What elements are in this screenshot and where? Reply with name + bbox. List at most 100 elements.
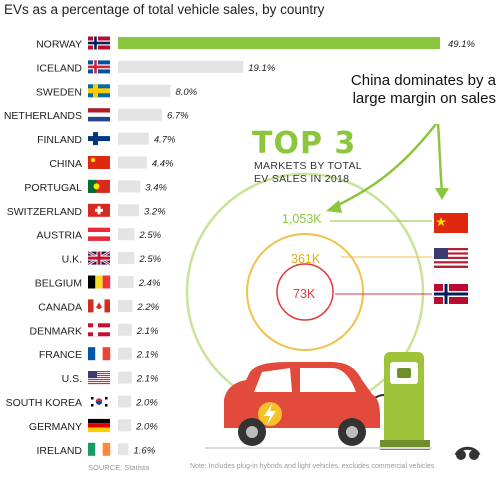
- category-label: U.S.: [62, 373, 82, 385]
- flag-denmark-icon: [88, 323, 110, 337]
- bar: [118, 371, 132, 384]
- top3-subtitle: MARKETS BY TOTAL EV SALES IN 2018: [254, 160, 362, 186]
- bar: [118, 180, 141, 193]
- value-label: 2.0%: [135, 421, 158, 432]
- top3-subtitle-line2: EV SALES IN 2018: [254, 173, 350, 185]
- bar: [118, 443, 129, 456]
- flag-china-icon: [88, 156, 110, 169]
- footer-source: SOURCE: Statista: [88, 463, 150, 472]
- bar-row: FRANCE 2.1%: [39, 347, 159, 361]
- ev-charger-illustration: [205, 352, 432, 450]
- value-label: 3.2%: [144, 206, 166, 217]
- value-label: 2.0%: [135, 398, 158, 409]
- flag-sweden-icon: [88, 84, 110, 98]
- category-label: NORWAY: [36, 39, 82, 51]
- top3-rings: [185, 172, 425, 412]
- flag-china-large: [434, 213, 468, 233]
- ring-us: [246, 233, 364, 351]
- flag-usa-icon: [88, 371, 110, 385]
- category-label: NETHERLANDS: [4, 110, 82, 122]
- flag-portugal-icon: [88, 179, 110, 193]
- category-label: SWITZERLAND: [7, 206, 83, 218]
- bar-row: ICELAND 19.1%: [36, 60, 276, 74]
- bar-row: PORTUGAL 3.4%: [24, 179, 168, 194]
- bar-row: IRELAND 1.6%: [36, 442, 156, 457]
- value-label: 3.4%: [145, 182, 167, 193]
- category-label: U.K.: [62, 254, 82, 266]
- bar-chart: NORWAY 49.1% ICELAND 19.1% SWEDEN 8.0% NETHERL…: [4, 36, 475, 457]
- value-label: 2.5%: [138, 230, 161, 241]
- ring-norway: [276, 263, 334, 321]
- callout-text: China dominates by a large margin on sal…: [350, 72, 496, 107]
- category-label: FRANCE: [39, 349, 82, 361]
- footer-note: Note: Includes plug-in hybrids and light…: [190, 463, 435, 470]
- flag-switzerland-icon: [88, 203, 110, 217]
- category-label: PORTUGAL: [24, 182, 82, 194]
- leader-lines: [330, 220, 432, 295]
- category-label: AUSTRIA: [36, 230, 82, 242]
- flag-norway-large: [434, 284, 468, 304]
- category-label: SOUTH KOREA: [6, 397, 82, 409]
- bar: [118, 276, 134, 288]
- value-label: 2.2%: [136, 302, 159, 313]
- value-label: 19.1%: [248, 63, 275, 74]
- flag-south-korea-icon: [88, 395, 110, 408]
- ring-label-china: 1,053K: [282, 212, 322, 226]
- category-label: ICELAND: [36, 62, 82, 74]
- flag-usa-large: [434, 248, 468, 268]
- bar-row: SWITZERLAND 3.2%: [7, 203, 166, 218]
- value-label: 2.4%: [138, 278, 161, 289]
- bar-row: GERMANY 2.0%: [29, 418, 158, 433]
- bar: [118, 84, 171, 97]
- value-label: 2.1%: [136, 350, 159, 361]
- value-label: 8.0%: [175, 87, 197, 98]
- bar-row: NETHERLANDS 6.7%: [4, 108, 189, 122]
- flag-ireland-icon: [88, 442, 111, 456]
- bar-row: U.K. 2.5%: [62, 250, 162, 266]
- electric-car-illustration: [224, 362, 380, 446]
- bar-row: AUSTRIA 2.5%: [36, 227, 162, 242]
- bar: [118, 156, 147, 169]
- bar: [118, 299, 133, 312]
- bar-row: U.S. 2.1%: [62, 371, 159, 385]
- flag-iceland-icon: [88, 60, 110, 74]
- value-label: 4.7%: [154, 135, 176, 146]
- bar: [118, 37, 440, 49]
- value-label: 2.1%: [136, 374, 159, 385]
- callout-arrows: [326, 123, 449, 213]
- category-label: SWEDEN: [36, 86, 82, 98]
- category-label: CANADA: [38, 301, 82, 313]
- value-label: 2.1%: [136, 326, 159, 337]
- bar-row: BELGIUM 2.4%: [35, 275, 161, 290]
- top3-subtitle-line1: MARKETS BY TOTAL: [254, 160, 362, 172]
- bar: [118, 60, 244, 73]
- flag-france-icon: [88, 347, 111, 361]
- category-label: FINLAND: [37, 134, 82, 146]
- category-label: IRELAND: [36, 445, 82, 457]
- value-label: 2.5%: [138, 254, 161, 265]
- flag-norway-icon: [88, 36, 110, 50]
- flag-germany-icon: [88, 418, 110, 433]
- category-label: GERMANY: [29, 421, 82, 433]
- flag-finland-icon: [88, 132, 110, 146]
- bar: [118, 347, 132, 360]
- value-label: 4.4%: [152, 159, 174, 170]
- value-label: 6.7%: [167, 111, 189, 122]
- bar: [118, 395, 132, 408]
- flag-uk-icon: [87, 250, 111, 266]
- bar: [118, 323, 132, 336]
- bar: [118, 228, 135, 241]
- bar: [118, 252, 135, 265]
- bar-row: SWEDEN 8.0%: [36, 84, 198, 98]
- flag-canada-icon: [88, 299, 110, 313]
- category-label: DENMARK: [29, 325, 82, 337]
- top3-heading: TOP 3: [252, 126, 357, 161]
- flag-netherlands-icon: [88, 108, 110, 122]
- bar-row: CHINA 4.4%: [49, 156, 174, 170]
- flag-belgium-icon: [88, 275, 111, 289]
- category-label: CHINA: [49, 158, 82, 170]
- category-label: BELGIUM: [35, 278, 82, 290]
- bar: [118, 419, 132, 432]
- bar-row: NORWAY 49.1%: [36, 36, 475, 51]
